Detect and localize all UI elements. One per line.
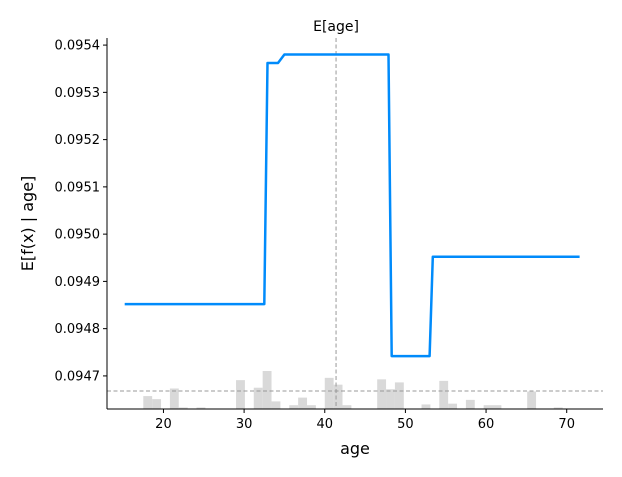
y-tick-label: 0.0950 [55,228,101,243]
histogram-bar [386,389,395,409]
histogram-bar [448,403,458,409]
histogram-bar [324,377,334,409]
x-tick-label: 50 [397,417,414,432]
y-tick-label: 0.0953 [55,86,101,101]
histogram-bar [439,380,449,409]
histogram-bar [262,371,272,409]
histogram-bar [333,384,343,409]
y-tick-label: 0.0949 [55,275,101,290]
histogram-bar [527,391,537,409]
histogram-bar [298,397,308,409]
histogram-bar [236,380,245,409]
x-tick-label: 60 [478,417,495,432]
histogram-bar [553,407,563,409]
histogram-bar [421,404,431,409]
x-tick-label: 20 [155,417,172,432]
y-tick-label: 0.0951 [55,180,101,195]
y-tick-label: 0.0954 [55,39,101,54]
histogram-bar [169,388,179,409]
histogram-bar [178,407,188,409]
y-axis-title: E[f(x) | age] [18,176,37,272]
x-axis-title: age [340,439,370,458]
y-tick-label: 0.0947 [55,369,101,384]
x-tick-label: 40 [316,417,333,432]
mean-x-label: E[age] [313,19,359,35]
histogram-bar [394,382,404,409]
histogram-bar [377,379,387,409]
x-tick-label: 30 [236,417,253,432]
histogram-bar [307,405,316,409]
histogram-bar [492,405,502,409]
axes: 20 30 40 50 60 70 0.0947 0.0948 0.0949 0.0950 0.09… [55,38,603,432]
series-line [124,53,580,358]
reference-lines [107,38,603,409]
histogram-bar [465,399,475,409]
histogram-bar [271,401,281,409]
series-lines [124,53,580,358]
y-tick-label: 0.0948 [55,322,101,337]
histogram-bar [143,396,153,409]
histogram [143,371,563,409]
histogram-bar [483,405,493,409]
y-tick-label: 0.0952 [55,133,101,148]
histogram-bar [152,399,162,409]
histogram-bar [342,405,352,409]
x-tick-label: 70 [558,417,575,432]
histogram-bar [289,405,299,409]
histogram-bar [196,407,206,409]
histogram-bar [253,387,263,409]
